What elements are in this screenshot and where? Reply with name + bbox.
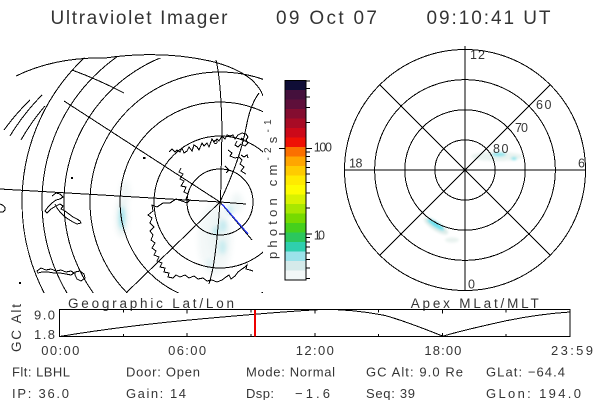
svg-text:09:10:41 UT: 09:10:41 UT — [427, 8, 551, 29]
svg-text:1.8: 1.8 — [34, 327, 55, 342]
svg-text:6: 6 — [578, 157, 585, 171]
svg-text:100: 100 — [314, 140, 332, 154]
svg-text:0: 0 — [468, 278, 475, 292]
svg-text:23:59: 23:59 — [551, 343, 593, 358]
svg-text:−1.6: −1.6 — [295, 386, 330, 400]
svg-text:12: 12 — [470, 48, 485, 62]
svg-text:Seq: 39: Seq: 39 — [366, 386, 415, 400]
svg-text:06:00: 06:00 — [168, 343, 206, 358]
svg-text:Geographic Lat/Lon: Geographic Lat/Lon — [68, 296, 234, 311]
svg-text:GLon: 194.0: GLon: 194.0 — [486, 386, 581, 400]
svg-text:10: 10 — [314, 228, 325, 242]
svg-text:70: 70 — [515, 121, 528, 135]
svg-text:9.0: 9.0 — [34, 308, 55, 323]
svg-text:18: 18 — [349, 157, 363, 171]
svg-text:photon cm-2s-1: photon cm-2s-1 — [263, 115, 280, 259]
svg-text:12:00: 12:00 — [296, 343, 334, 358]
svg-text:60: 60 — [536, 98, 552, 112]
svg-text:Ultraviolet Imager: Ultraviolet Imager — [51, 8, 229, 29]
svg-text:18:00: 18:00 — [424, 343, 461, 358]
svg-text:80: 80 — [493, 142, 509, 156]
svg-text:00:00: 00:00 — [41, 343, 79, 358]
svg-text:Flt: LBHL: Flt: LBHL — [12, 365, 70, 380]
svg-text:Gain: 14: Gain: 14 — [126, 386, 186, 400]
svg-text:Mode: Normal: Mode: Normal — [246, 365, 335, 380]
svg-text:Door: Open: Door: Open — [126, 365, 200, 380]
svg-text:Apex MLat/MLT: Apex MLat/MLT — [411, 296, 539, 311]
svg-text:09 Oct 07: 09 Oct 07 — [276, 8, 377, 29]
svg-text:GC Alt: GC Alt — [9, 304, 24, 352]
svg-text:GC Alt: 9.0 Re: GC Alt: 9.0 Re — [366, 365, 463, 380]
svg-text:Dsp:: Dsp: — [246, 386, 274, 400]
svg-text:GLat: −64.4: GLat: −64.4 — [486, 365, 565, 380]
